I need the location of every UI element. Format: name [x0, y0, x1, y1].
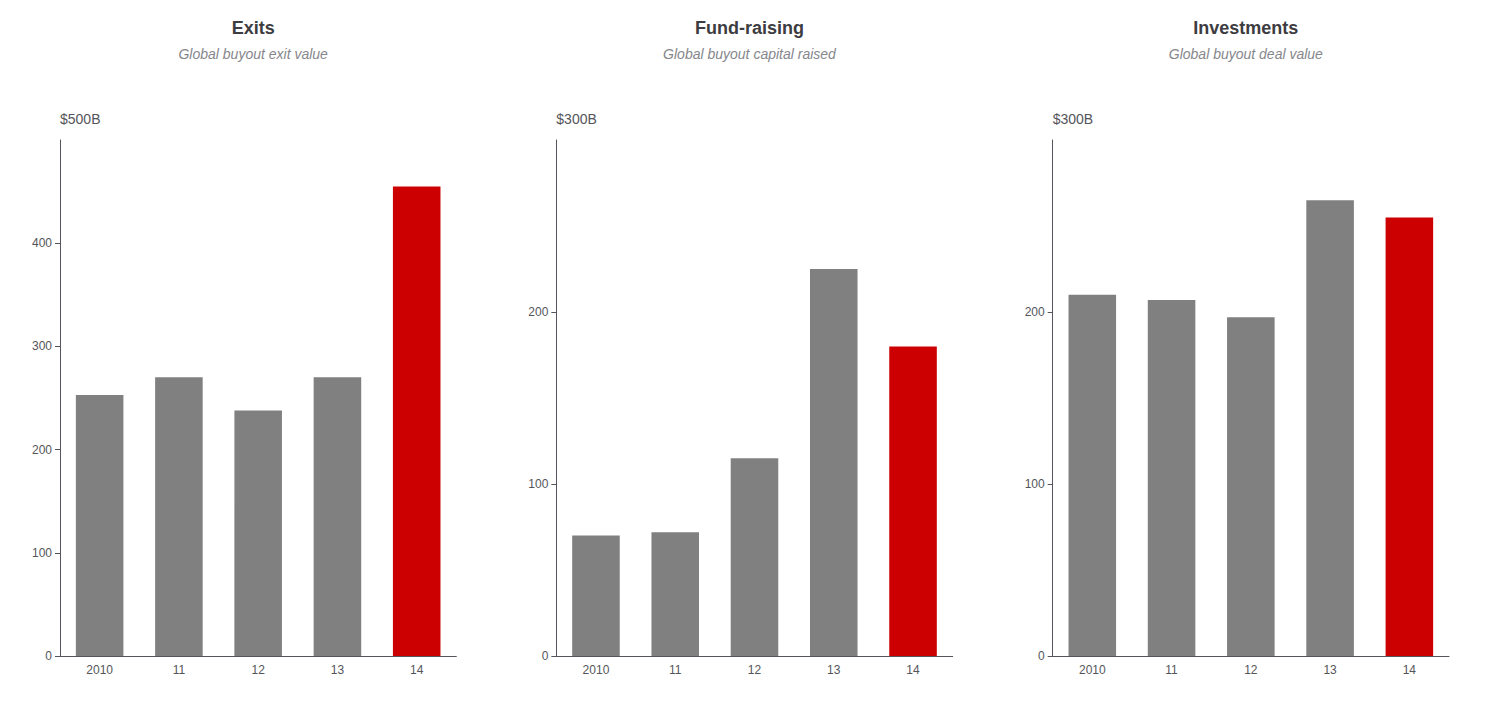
svg-text:Global buyout exit value: Global buyout exit value [178, 46, 328, 62]
svg-text:0: 0 [542, 649, 549, 663]
svg-text:12: 12 [1244, 663, 1258, 677]
svg-text:Fund-raising: Fund-raising [695, 18, 804, 38]
svg-text:100: 100 [32, 546, 52, 560]
svg-text:11: 11 [173, 663, 186, 677]
svg-text:2010: 2010 [1079, 663, 1106, 677]
svg-text:200: 200 [1025, 305, 1045, 319]
svg-text:400: 400 [32, 236, 52, 250]
svg-text:200: 200 [32, 443, 52, 457]
svg-text:13: 13 [331, 663, 345, 677]
svg-text:2010: 2010 [583, 663, 610, 677]
svg-text:Global buyout capital raised: Global buyout capital raised [663, 46, 837, 62]
svg-text:14: 14 [1403, 663, 1417, 677]
svg-text:0: 0 [1038, 649, 1045, 663]
svg-text:13: 13 [827, 663, 841, 677]
svg-text:100: 100 [528, 477, 548, 491]
svg-text:14: 14 [906, 663, 920, 677]
svg-text:11: 11 [1165, 663, 1178, 677]
svg-text:11: 11 [669, 663, 682, 677]
svg-text:$500B: $500B [60, 111, 100, 127]
svg-text:13: 13 [1323, 663, 1337, 677]
svg-text:Investments: Investments [1193, 18, 1298, 38]
svg-text:0: 0 [45, 649, 52, 663]
svg-text:200: 200 [528, 305, 548, 319]
svg-text:12: 12 [251, 663, 265, 677]
svg-text:300: 300 [32, 339, 52, 353]
svg-text:$300B: $300B [556, 111, 596, 127]
svg-text:Global buyout deal value: Global buyout deal value [1169, 46, 1323, 62]
svg-text:$300B: $300B [1053, 111, 1093, 127]
svg-text:Exits: Exits [232, 18, 275, 38]
svg-text:100: 100 [1025, 477, 1045, 491]
svg-text:12: 12 [748, 663, 762, 677]
svg-text:2010: 2010 [86, 663, 113, 677]
svg-text:14: 14 [410, 663, 424, 677]
